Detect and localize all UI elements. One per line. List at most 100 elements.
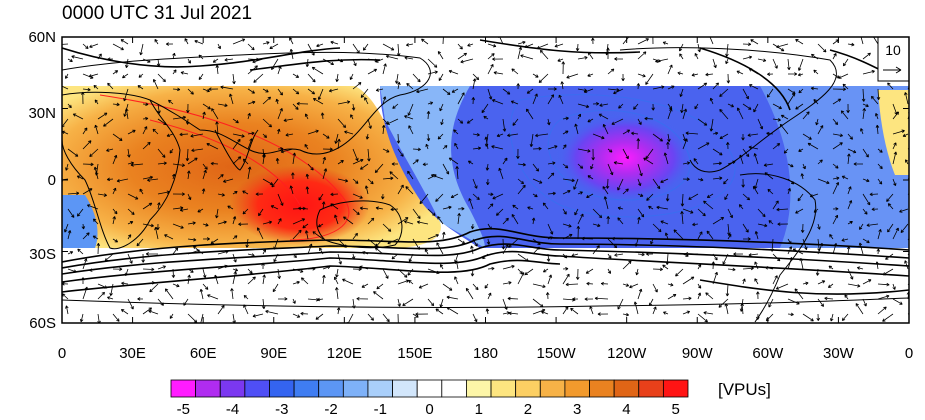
jet-contour xyxy=(479,39,641,54)
wind-vector xyxy=(382,96,387,105)
wind-vector xyxy=(502,157,508,165)
wind-vector xyxy=(112,313,120,322)
wind-vector xyxy=(367,118,372,129)
colorbar-swatch xyxy=(662,379,689,398)
wind-vector xyxy=(691,73,699,77)
wind-vector xyxy=(112,154,118,165)
wind-vector xyxy=(787,238,792,245)
colorbar-swatch xyxy=(564,379,590,398)
wind-vector xyxy=(343,216,354,225)
wind-vector xyxy=(841,175,849,180)
wind-vector xyxy=(709,97,714,105)
wind-vector xyxy=(156,58,161,67)
wind-vector xyxy=(546,253,551,262)
wind-vector xyxy=(492,57,504,61)
wind-vector xyxy=(576,225,581,240)
wind-vector xyxy=(554,43,564,48)
wind-vector xyxy=(637,216,641,225)
wind-vector xyxy=(382,313,390,323)
colorbar-tick-label: -3 xyxy=(275,401,288,418)
wind-vector xyxy=(172,192,185,196)
wind-vector xyxy=(122,73,129,79)
wind-vector xyxy=(712,58,717,69)
lat-label: 60N xyxy=(28,29,56,46)
wind-vector xyxy=(741,178,745,188)
wind-vector xyxy=(617,206,624,210)
wind-vector xyxy=(217,220,227,225)
wind-vector xyxy=(561,61,566,75)
wind-vector xyxy=(172,115,186,120)
wind-vector xyxy=(265,309,279,315)
wind-vector xyxy=(727,103,735,108)
wind-vector xyxy=(637,118,642,125)
wind-vector xyxy=(832,176,840,181)
wind-vector xyxy=(798,88,804,94)
wind-vector xyxy=(673,229,684,240)
wind-vector xyxy=(682,276,695,285)
wind-vector xyxy=(427,70,438,75)
wind-vector xyxy=(412,159,419,165)
wind-vector xyxy=(592,245,600,255)
wind-vector xyxy=(484,136,489,150)
wind-vector xyxy=(764,172,774,180)
wind-vector xyxy=(603,196,609,210)
wind-vector xyxy=(89,43,99,48)
wind-vector xyxy=(742,42,752,47)
wind-vector xyxy=(322,58,334,66)
wind-vector xyxy=(202,223,209,227)
wind-vector xyxy=(307,243,313,255)
positive-contour xyxy=(99,94,350,241)
wind-vector xyxy=(592,223,601,228)
wind-vector xyxy=(740,303,745,315)
wind-vector xyxy=(667,293,677,300)
wind-vector xyxy=(767,72,774,76)
wind-vector xyxy=(725,58,729,65)
wind-vector xyxy=(453,129,459,135)
wind-vector xyxy=(169,148,174,154)
wind-vector xyxy=(536,43,549,50)
wind-vector xyxy=(800,223,805,233)
wind-vector xyxy=(238,222,249,227)
wind-vector xyxy=(467,43,474,47)
wind-vector xyxy=(127,208,135,215)
wind-vector xyxy=(269,43,279,49)
wind-vector xyxy=(862,208,868,215)
wind-vector xyxy=(276,128,281,135)
wind-vector xyxy=(217,193,225,197)
wind-vector xyxy=(862,238,870,244)
wind-vector xyxy=(631,131,639,136)
wind-vector xyxy=(472,193,480,201)
wind-vector xyxy=(697,142,710,150)
wind-vector xyxy=(832,39,840,45)
wind-vector xyxy=(862,52,871,60)
wind-vector xyxy=(577,56,588,60)
wind-vector xyxy=(815,118,819,126)
wind-vector xyxy=(275,157,280,165)
wind-vector xyxy=(621,73,625,82)
wind-vector xyxy=(584,297,594,301)
wind-vector xyxy=(637,51,647,60)
wind-vector xyxy=(827,283,834,288)
lon-label: 90E xyxy=(260,345,287,362)
wind-vector xyxy=(352,193,363,199)
wind-vector xyxy=(157,202,161,210)
wind-vector xyxy=(141,253,145,263)
wind-vector xyxy=(682,177,690,181)
lon-label: 150E xyxy=(397,345,432,362)
wind-vector xyxy=(797,58,804,71)
wind-vector xyxy=(142,202,153,210)
wind-vector xyxy=(727,233,732,240)
wind-vector xyxy=(591,148,595,161)
wind-vector xyxy=(656,205,669,210)
wind-vector xyxy=(317,88,324,100)
wind-vector xyxy=(116,178,129,183)
wind-vector xyxy=(427,58,438,68)
wind-vector xyxy=(590,163,594,170)
wind-vector xyxy=(352,208,360,216)
wind-vector xyxy=(756,313,760,320)
wind-vector xyxy=(422,162,429,167)
wind-vector xyxy=(777,222,789,226)
wind-vector xyxy=(157,103,161,114)
wind-vector xyxy=(169,313,174,319)
wind-vector xyxy=(664,232,669,240)
